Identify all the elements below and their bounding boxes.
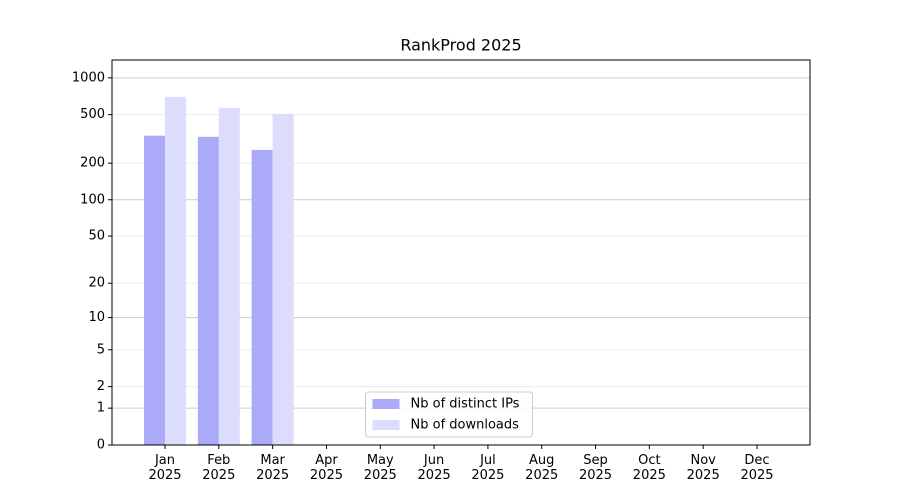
legend: Nb of distinct IPs Nb of downloads xyxy=(365,391,533,438)
bar xyxy=(251,149,273,445)
legend-box xyxy=(365,391,533,438)
bar xyxy=(218,107,240,445)
legend-swatch xyxy=(372,420,400,430)
x-tick-label: Sep 2025 xyxy=(578,453,613,483)
x-tick-label: Oct 2025 xyxy=(632,453,666,483)
x-tick-label: Jul 2025 xyxy=(471,453,505,483)
y-tick-label: 10 xyxy=(88,310,105,325)
x-tick-label: Feb 2025 xyxy=(202,453,236,483)
bar xyxy=(272,113,294,446)
y-tick-label: 5 xyxy=(97,342,105,357)
y-tick-label: 200 xyxy=(80,156,105,171)
y-tick-label: 0 xyxy=(97,438,105,453)
legend-label: Nb of downloads xyxy=(411,418,520,433)
x-tick-label: Aug 2025 xyxy=(525,453,559,483)
y-tick-label: 500 xyxy=(80,107,105,122)
x-tick-label: Jun 2025 xyxy=(417,453,451,483)
y-tick-label: 1000 xyxy=(72,70,105,85)
x-tick-label: Mar 2025 xyxy=(256,453,290,483)
x-tick-label: Jan 2025 xyxy=(148,453,182,483)
plot-frame xyxy=(111,59,811,446)
y-tick-label: 50 xyxy=(88,229,105,244)
x-tick-label: Apr 2025 xyxy=(309,453,343,483)
y-tick-label: 100 xyxy=(80,192,105,207)
legend-label: Nb of distinct IPs xyxy=(411,397,520,412)
y-tick-label: 2 xyxy=(97,379,105,394)
bar xyxy=(144,135,166,445)
bar xyxy=(197,136,219,445)
x-tick-label: May 2025 xyxy=(363,453,397,483)
y-tick-label: 1 xyxy=(97,401,105,416)
chart-title: RankProd 2025 xyxy=(400,36,521,55)
bar xyxy=(165,96,186,446)
x-tick-label: Nov 2025 xyxy=(686,453,720,483)
legend-swatch xyxy=(372,399,400,409)
y-tick-label: 20 xyxy=(88,276,105,291)
x-tick-label: Dec 2025 xyxy=(740,453,774,483)
